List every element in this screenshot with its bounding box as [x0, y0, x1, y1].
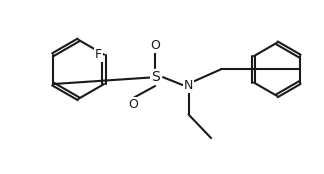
Text: N: N	[184, 78, 193, 92]
Text: F: F	[95, 48, 102, 61]
Text: O: O	[150, 39, 160, 52]
Text: O: O	[129, 98, 138, 111]
Text: S: S	[151, 70, 159, 84]
